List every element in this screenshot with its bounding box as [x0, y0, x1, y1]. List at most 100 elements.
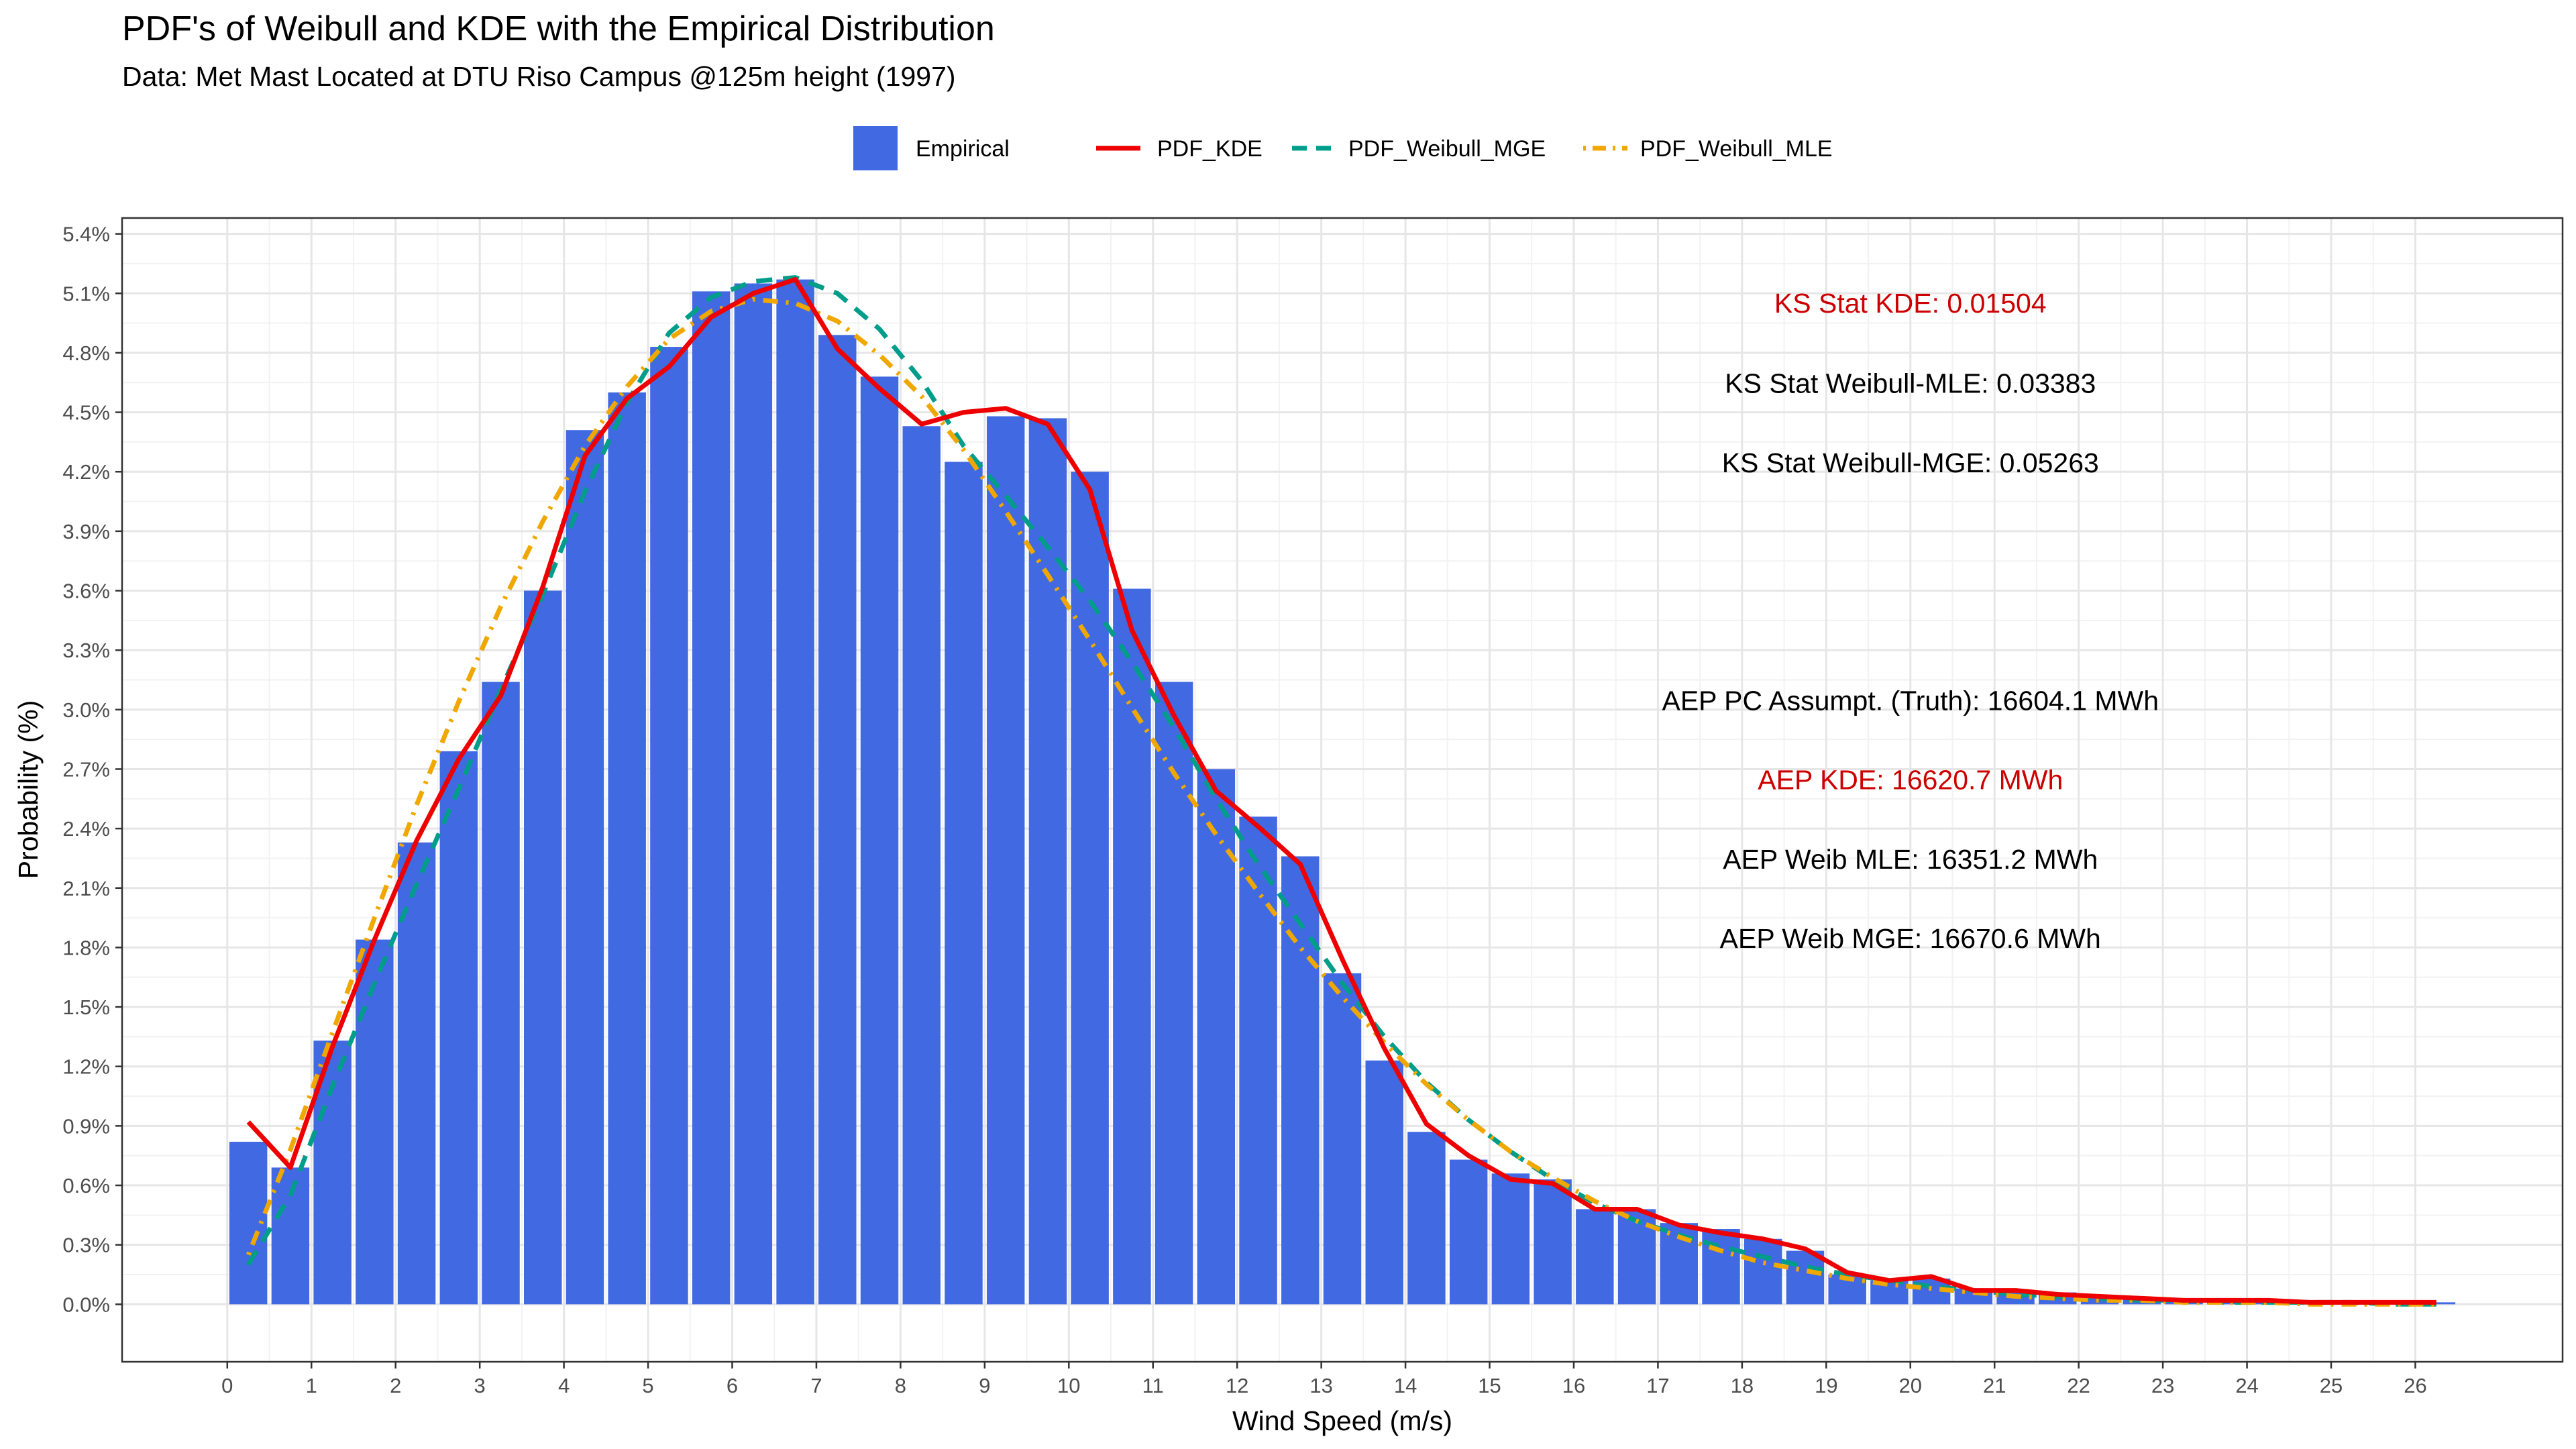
stat-annotation: KS Stat Weibull-MGE: 0.05263 — [1722, 447, 2099, 478]
x-tick-label: 8 — [895, 1374, 906, 1397]
x-tick-label: 22 — [2067, 1374, 2090, 1397]
empirical-bar — [1534, 1179, 1572, 1305]
empirical-bar — [650, 347, 688, 1305]
y-axis-title: Probability (%) — [13, 700, 44, 879]
empirical-bar — [1449, 1159, 1488, 1305]
y-tick-label: 0.6% — [62, 1174, 110, 1197]
y-tick-label: 2.4% — [62, 817, 110, 841]
legend-label-pdf-weibull-mge: PDF_Weibull_MGE — [1348, 136, 1546, 162]
empirical-bar — [1491, 1173, 1530, 1305]
y-tick-label: 1.2% — [62, 1055, 110, 1079]
x-tick-label: 13 — [1309, 1374, 1332, 1397]
empirical-bar — [1197, 769, 1236, 1305]
x-tick-label: 10 — [1057, 1374, 1080, 1397]
legend-item-pdf-weibull-mge: PDF_Weibull_MGE — [1292, 136, 1546, 162]
empirical-bar — [1113, 588, 1151, 1305]
y-tick-label: 4.2% — [62, 460, 110, 484]
y-tick-label: 1.5% — [62, 996, 110, 1019]
x-tick-label: 2 — [390, 1374, 401, 1397]
empirical-bar — [566, 430, 604, 1305]
legend-item-pdf-weibull-mle: PDF_Weibull_MLE — [1583, 136, 1833, 162]
x-axis-title: Wind Speed (m/s) — [1232, 1405, 1452, 1436]
stat-annotation: KS Stat Weibull-MLE: 0.03383 — [1725, 368, 2096, 399]
x-tick-label: 23 — [2151, 1374, 2174, 1397]
empirical-bar — [945, 462, 983, 1305]
stat-annotation: AEP Weib MLE: 16351.2 MWh — [1723, 844, 2098, 875]
empirical-bars — [229, 279, 2456, 1305]
panel-border — [121, 217, 2564, 1363]
y-tick-label: 3.0% — [62, 698, 110, 722]
pdf-kde-line — [246, 277, 2436, 1305]
x-tick-label: 19 — [1815, 1374, 1837, 1397]
empirical-bar — [860, 376, 899, 1305]
x-tick-label: 21 — [1983, 1374, 2006, 1397]
annotations: KS Stat KDE: 0.01504 KS Stat Weibull-MLE:… — [1662, 288, 2159, 954]
empirical-bar — [1155, 682, 1193, 1305]
x-tick-label: 4 — [558, 1374, 570, 1397]
legend-item-empirical: Empirical — [853, 126, 1010, 170]
empirical-bar — [271, 1167, 310, 1305]
empirical-bar — [356, 939, 394, 1305]
stat-annotation: AEP Weib MGE: 16670.6 MWh — [1720, 923, 2101, 954]
empirical-bar — [2417, 1302, 2456, 1305]
empirical-bar — [1071, 472, 1109, 1305]
legend-label-pdf-weibull-mle: PDF_Weibull_MLE — [1640, 136, 1833, 162]
empirical-bar — [1323, 973, 1362, 1305]
chart-subtitle: Data: Met Mast Located at DTU Riso Campu… — [122, 61, 956, 92]
x-axis: 0 1 2 3 4 5 6 7 8 9 10 11 12 13 14 15 16 17 18 19 20 21 22 23 24… — [221, 1362, 2427, 1397]
x-tick-label: 12 — [1226, 1374, 1248, 1397]
x-tick-label: 15 — [1478, 1374, 1501, 1397]
empirical-bar — [1702, 1229, 1740, 1305]
x-tick-label: 17 — [1646, 1374, 1669, 1397]
y-axis: 0.0% 0.3% 0.6% 0.9% 1.2% 1.5% 1.8% 2.1% 2.4% 2.7%… — [62, 223, 122, 1316]
y-tick-label: 3.3% — [62, 639, 110, 662]
x-tick-label: 9 — [979, 1374, 990, 1397]
empirical-bar — [734, 283, 773, 1305]
legend-key-empirical — [853, 126, 898, 170]
y-tick-label: 5.4% — [62, 223, 110, 246]
empirical-bar — [1786, 1250, 1825, 1305]
y-tick-label: 0.0% — [62, 1293, 110, 1316]
stat-annotation: AEP KDE: 16620.7 MWh — [1758, 765, 2063, 796]
plot-area: KS Stat KDE: 0.01504 KS Stat Weibull-MLE:… — [121, 217, 2564, 1363]
y-tick-label: 0.9% — [62, 1114, 110, 1138]
x-tick-label: 1 — [306, 1374, 317, 1397]
x-tick-label: 18 — [1731, 1374, 1754, 1397]
x-tick-label: 5 — [642, 1374, 653, 1397]
y-tick-label: 4.5% — [62, 401, 110, 425]
x-tick-label: 14 — [1394, 1374, 1417, 1397]
legend-label-pdf-kde: PDF_KDE — [1157, 136, 1263, 162]
y-tick-label: 2.1% — [62, 877, 110, 900]
y-tick-label: 0.3% — [62, 1234, 110, 1257]
empirical-bar — [902, 426, 941, 1305]
empirical-bar — [482, 682, 520, 1305]
empirical-bar — [1365, 1060, 1403, 1305]
empirical-bar — [1576, 1209, 1614, 1305]
empirical-bar — [524, 590, 562, 1305]
empirical-bar — [692, 291, 731, 1305]
legend: Empirical PDF_KDE PDF_Weibull_MGE PDF_We… — [853, 126, 1833, 170]
x-tick-label: 6 — [727, 1374, 738, 1397]
empirical-bar — [986, 416, 1025, 1305]
grid-lines — [122, 218, 2563, 1362]
empirical-bar — [439, 751, 478, 1305]
stat-annotation: KS Stat KDE: 0.01504 — [1774, 288, 2047, 319]
chart-title: PDF's of Weibull and KDE with the Empiri… — [122, 9, 995, 48]
y-tick-label: 4.8% — [62, 341, 110, 365]
x-tick-label: 11 — [1142, 1374, 1164, 1397]
x-tick-label: 24 — [2235, 1374, 2258, 1397]
legend-item-pdf-kde: PDF_KDE — [1096, 136, 1263, 162]
x-tick-label: 20 — [1899, 1374, 1922, 1397]
y-tick-label: 3.9% — [62, 520, 110, 543]
empirical-bar — [2080, 1296, 2119, 1305]
empirical-bar — [1744, 1238, 1782, 1305]
y-tick-label: 5.1% — [62, 282, 110, 305]
x-tick-label: 3 — [474, 1374, 486, 1397]
x-tick-label: 26 — [2404, 1374, 2426, 1397]
empirical-bar — [1407, 1132, 1446, 1305]
pdf-weibull-mle-line — [246, 297, 2436, 1307]
x-tick-label: 0 — [221, 1374, 233, 1397]
y-tick-label: 1.8% — [62, 936, 110, 959]
y-tick-label: 3.6% — [62, 580, 110, 603]
